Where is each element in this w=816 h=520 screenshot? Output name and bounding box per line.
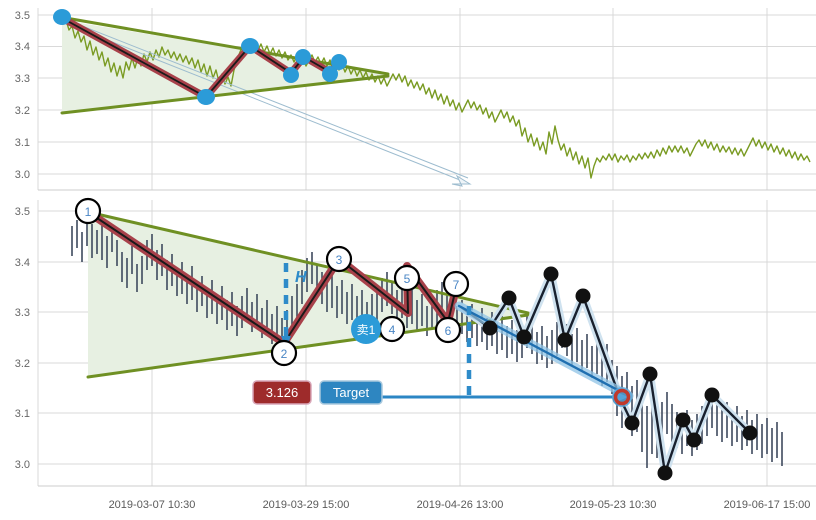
pivot-label: 6 (445, 324, 452, 338)
y-tick-label: 3.4 (15, 41, 30, 53)
bottom-x-axis: 2019-03-07 10:30 2019-03-29 15:00 2019-0… (109, 499, 811, 511)
pivot-markers (53, 9, 347, 105)
y-tick-label: 3.2 (15, 105, 30, 117)
y-tick-label: 3.0 (15, 169, 30, 181)
overview-price-panel: 3.5 3.4 3.3 3.2 3.1 3.0 (0, 0, 816, 195)
sell-signal-marker[interactable]: 卖1 (351, 314, 381, 344)
pivot-marker-3: 3 (325, 245, 353, 273)
pivot-label: 2 (281, 347, 288, 361)
x-tick-label: 2019-05-23 10:30 (570, 499, 657, 511)
target-badge-label: Target (333, 385, 370, 400)
pivot-marker-7: 7 (442, 270, 470, 298)
y-tick-label: 3.2 (15, 358, 30, 370)
target-price-label: 3.126 (266, 385, 299, 400)
pivot-dot-7 (331, 54, 347, 70)
pivot-marker-5: 5 (393, 264, 421, 292)
pivot-dot-1 (53, 9, 71, 25)
detail-candlestick-panel: 3.5 3.4 3.3 3.2 3.1 3.0 (0, 196, 816, 520)
y-tick-label: 3.5 (15, 10, 30, 22)
pivot-label: 1 (85, 205, 92, 219)
y-tick-label: 3.5 (15, 206, 30, 218)
price-line (59, 15, 811, 179)
x-tick-label: 2019-03-07 10:30 (109, 499, 196, 511)
sell-signal-label: 卖1 (357, 323, 376, 337)
x-tick-label: 2019-03-29 15:00 (263, 499, 350, 511)
pivot-label: 7 (453, 278, 460, 292)
pivot-dot-5 (295, 49, 311, 65)
top-y-axis: 3.5 3.4 3.3 3.2 3.1 3.0 (15, 10, 30, 181)
pivot-marker-4: 4 (378, 315, 406, 343)
target-price-badge[interactable]: 3.126 (252, 380, 312, 405)
y-tick-label: 3.0 (15, 459, 30, 471)
target-hit-marker (612, 387, 632, 407)
pivot-label: 4 (389, 323, 396, 337)
pivot-dot-2 (197, 89, 215, 105)
pivot-marker-2: 2 (270, 339, 298, 367)
y-tick-label: 3.4 (15, 257, 30, 269)
pivot-dot-3 (241, 38, 259, 54)
target-badge[interactable]: Target (319, 380, 383, 405)
wedge-fill-region (88, 213, 525, 376)
x-tick-label: 2019-06-17 15:00 (724, 499, 811, 511)
bottom-y-axis: 3.5 3.4 3.3 3.2 3.1 3.0 (15, 206, 30, 471)
pivot-number-markers: 1 2 3 4 5 (74, 197, 470, 367)
y-tick-label: 3.3 (15, 307, 30, 319)
lower-trendline (60, 74, 390, 115)
pivot-dot-6 (322, 66, 338, 82)
pivot-marker-6: 6 (434, 316, 462, 344)
height-label: H (295, 269, 307, 286)
x-tick-label: 2019-04-26 13:00 (417, 499, 504, 511)
y-tick-label: 3.1 (15, 408, 30, 420)
pivot-label: 5 (404, 272, 411, 286)
y-tick-label: 3.1 (15, 137, 30, 149)
pivot-marker-1: 1 (74, 197, 102, 225)
pivot-dot-4 (283, 67, 299, 83)
pivot-label: 3 (336, 253, 343, 267)
wedge-fill-region (62, 20, 385, 112)
projection-arrow (61, 17, 472, 187)
y-tick-label: 3.3 (15, 73, 30, 85)
